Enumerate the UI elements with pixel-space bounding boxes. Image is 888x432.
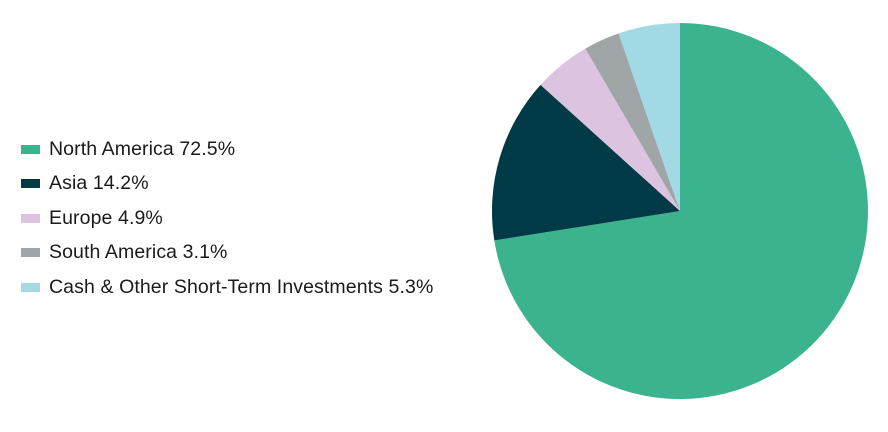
legend-swatch-cash: [21, 282, 40, 292]
legend-label-cash: Cash & Other Short-Term Investments 5.3%: [49, 275, 434, 298]
legend-label-asia: Asia 14.2%: [49, 172, 149, 195]
legend-label-europe: Europe 4.9%: [49, 206, 163, 229]
legend-label-north-america: North America 72.5%: [49, 137, 236, 160]
pie-slice-europe: [540, 48, 680, 211]
legend-item-north-america: North America 72.5%: [21, 132, 433, 167]
legend-label-south-america: South America 3.1%: [49, 241, 228, 264]
legend-swatch-north-america: [21, 144, 40, 154]
pie-slice-north-america: [494, 23, 868, 399]
legend-item-cash: Cash & Other Short-Term Investments 5.3%: [21, 270, 433, 305]
legend-swatch-south-america: [21, 248, 40, 258]
legend-swatch-asia: [21, 179, 40, 189]
pie-slice-asia: [491, 84, 680, 241]
legend-item-asia: Asia 14.2%: [21, 167, 433, 202]
pie-slice-cash: [618, 23, 680, 211]
legend-item-europe: Europe 4.9%: [21, 201, 433, 236]
legend-item-south-america: South America 3.1%: [21, 236, 433, 271]
legend-swatch-europe: [21, 213, 40, 223]
chart-legend: North America 72.5% Asia 14.2% Europe 4.…: [21, 132, 433, 305]
pie-slice-south-america: [585, 33, 680, 211]
